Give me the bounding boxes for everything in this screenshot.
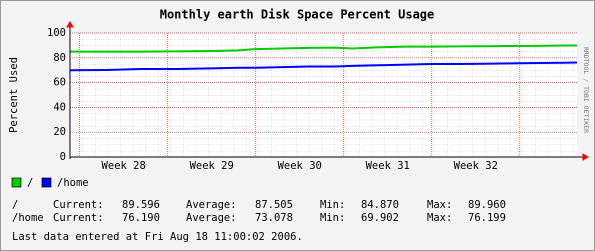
minor-grid (70, 33, 577, 157)
y-tick-label: 60 (53, 77, 66, 89)
x-tick-label: Week 29 (190, 160, 234, 172)
x-tick-label: Week 30 (278, 160, 322, 172)
stats-value: 69.902 (361, 212, 399, 224)
legend-label: / (27, 177, 33, 189)
series-line (70, 44, 578, 53)
x-tick-label: Week 28 (102, 160, 146, 172)
stats-value: 89.596 (122, 199, 160, 211)
stats-value: 84.870 (361, 199, 399, 211)
legend-swatch (11, 177, 22, 188)
stats-value: 76.199 (468, 212, 506, 224)
stats-label: Max: (427, 199, 452, 211)
y-tick-label: 80 (53, 52, 66, 64)
y-tick-label: 0 (60, 151, 66, 163)
stats-value: 89.960 (468, 199, 506, 211)
y-tick-label: 20 (53, 126, 66, 138)
legend-label: /home (57, 177, 89, 189)
y-tick-label: 100 (47, 27, 66, 39)
stats-label: Min: (320, 199, 345, 211)
legend-swatch (41, 177, 52, 188)
side-text: RRDTOOL / TOBI OETIKER (582, 47, 590, 133)
stats-value: 76.190 (122, 212, 160, 224)
stats-label: Average: (186, 199, 237, 211)
stats-label: Current: (53, 212, 104, 224)
stats-label: Current: (53, 199, 104, 211)
stats-name: /home (12, 212, 44, 224)
stats-value: 73.078 (255, 212, 293, 224)
x-axis-arrow (582, 153, 589, 161)
footer: Last data entered at Fri Aug 18 11:00:02… (12, 231, 303, 243)
stats-label: Max: (427, 212, 452, 224)
y-axis-arrow (66, 21, 74, 28)
x-tick-label: Week 31 (366, 160, 410, 172)
y-axis-label: Percent Used (8, 57, 20, 133)
x-tick-label: Week 32 (454, 160, 498, 172)
y-tick-label: 40 (53, 101, 66, 113)
series-line (69, 61, 578, 72)
stats-label: Min: (320, 212, 345, 224)
chart-title: Monthly earth Disk Space Percent Usage (160, 8, 435, 22)
stats-label: Average: (186, 212, 237, 224)
stats-name: / (12, 199, 18, 211)
stats-value: 87.505 (255, 199, 293, 211)
